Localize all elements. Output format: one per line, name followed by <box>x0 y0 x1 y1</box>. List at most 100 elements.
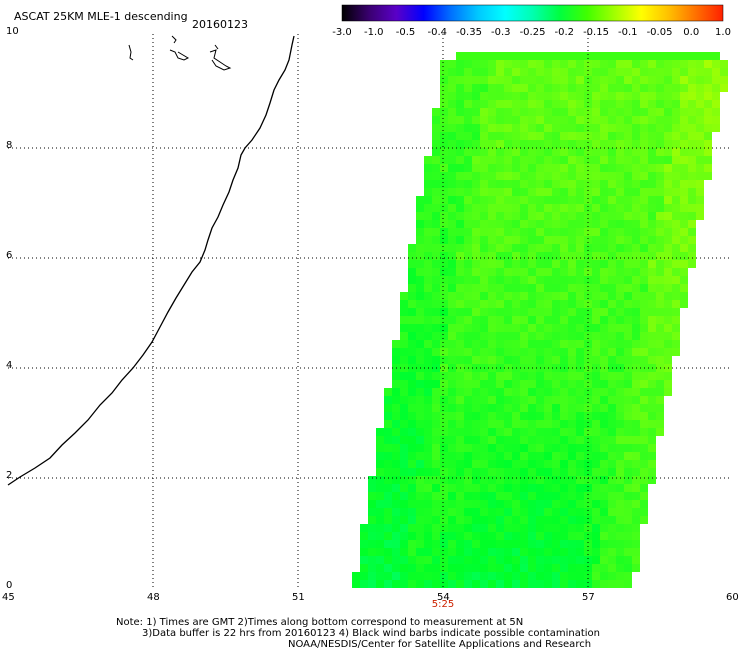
swath-cell <box>520 524 528 532</box>
swath-cell <box>560 572 568 580</box>
swath-cell <box>568 484 576 492</box>
swath-cell <box>512 300 520 308</box>
swath-cell <box>424 324 432 332</box>
swath-cell <box>496 116 504 124</box>
swath-cell <box>480 508 488 516</box>
swath-cell <box>584 540 592 548</box>
swath-cell <box>696 76 704 84</box>
y-tick-label: 8 <box>6 140 13 151</box>
swath-cell <box>544 468 552 476</box>
swath-cell <box>696 124 704 132</box>
swath-cell <box>624 268 632 276</box>
swath-cell <box>632 308 640 316</box>
swath-cell <box>416 252 424 260</box>
swath-cell <box>432 220 440 228</box>
swath-cell <box>464 372 472 380</box>
swath-cell <box>440 308 448 316</box>
swath-cell <box>488 420 496 428</box>
swath-cell <box>504 148 512 156</box>
swath-cell <box>600 396 608 404</box>
swath-cell <box>560 524 568 532</box>
swath-cell <box>448 404 456 412</box>
swath-cell <box>664 388 672 396</box>
swath-cell <box>648 220 656 228</box>
swath-cell <box>536 132 544 140</box>
swath-cell <box>712 60 720 68</box>
swath-cell <box>512 324 520 332</box>
colorbar-label: 0.0 <box>683 27 700 38</box>
swath-cell <box>616 348 624 356</box>
swath-cell <box>488 540 496 548</box>
swath-cell <box>592 564 600 572</box>
swath-cell <box>520 500 528 508</box>
swath-cell <box>544 420 552 428</box>
swath-cell <box>416 436 424 444</box>
swath-cell <box>640 380 648 388</box>
island-2 <box>171 35 177 44</box>
swath-cell <box>504 420 512 428</box>
swath-cell <box>456 340 464 348</box>
swath-cell <box>448 572 456 580</box>
swath-cell <box>576 180 584 188</box>
swath-cell <box>576 84 584 92</box>
swath-cell <box>528 268 536 276</box>
swath-cell <box>600 172 608 180</box>
swath-cell <box>616 52 624 60</box>
swath-cell <box>688 140 696 148</box>
swath-cell <box>560 316 568 324</box>
swath-cell <box>584 372 592 380</box>
swath-cell <box>664 124 672 132</box>
swath-cell <box>496 468 504 476</box>
swath-cell <box>504 84 512 92</box>
swath-cell <box>512 252 520 260</box>
swath-cell <box>408 276 416 284</box>
swath-cell <box>624 196 632 204</box>
swath-cell <box>616 180 624 188</box>
swath-cell <box>536 460 544 468</box>
swath-cell <box>560 348 568 356</box>
colorbar-label: -0.3 <box>490 27 511 38</box>
swath-cell <box>496 436 504 444</box>
swath-cell <box>576 452 584 460</box>
swath-cell <box>552 164 560 172</box>
swath-cell <box>488 492 496 500</box>
swath-cell <box>448 444 456 452</box>
swath-cell <box>696 180 704 188</box>
swath-cell <box>632 132 640 140</box>
swath-cell <box>632 324 640 332</box>
swath-cell <box>608 508 616 516</box>
swath-cell <box>672 244 680 252</box>
swath-cell <box>560 500 568 508</box>
swath-cell <box>616 156 624 164</box>
swath-cell <box>656 244 664 252</box>
swath-cell <box>448 260 456 268</box>
swath-cell <box>632 356 640 364</box>
swath-cell <box>568 476 576 484</box>
swath-cell <box>472 252 480 260</box>
swath-cell <box>496 148 504 156</box>
swath-cell <box>544 380 552 388</box>
swath-cell <box>616 580 624 588</box>
swath-cell <box>408 412 416 420</box>
swath-cell <box>680 284 688 292</box>
swath-cell <box>560 444 568 452</box>
swath-cell <box>448 396 456 404</box>
swath-cell <box>504 244 512 252</box>
swath-cell <box>448 332 456 340</box>
swath-cell <box>600 348 608 356</box>
swath-cell <box>488 572 496 580</box>
swath-cell <box>488 436 496 444</box>
swath-cell <box>576 228 584 236</box>
swath-cell <box>608 500 616 508</box>
island-1 <box>128 44 134 61</box>
swath-cell <box>632 492 640 500</box>
swath-cell <box>488 252 496 260</box>
swath-cell <box>624 508 632 516</box>
swath-cell <box>448 92 456 100</box>
swath-cell <box>656 132 664 140</box>
swath-cell <box>472 188 480 196</box>
swath-cell <box>632 508 640 516</box>
swath-cell <box>648 444 656 452</box>
swath-cell <box>624 284 632 292</box>
swath-cell <box>680 92 688 100</box>
